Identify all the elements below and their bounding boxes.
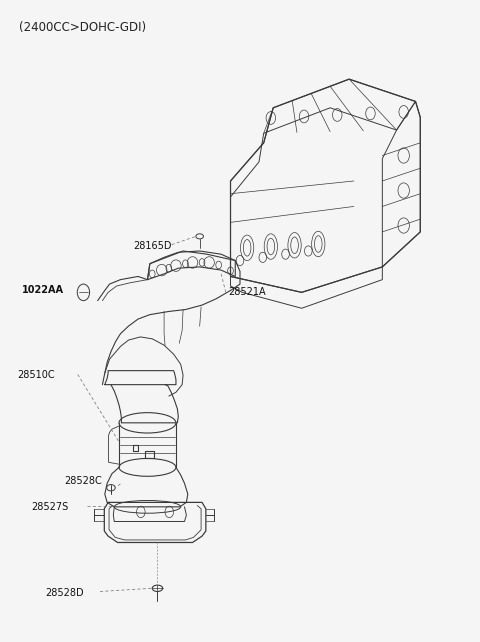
Text: 28510C: 28510C <box>17 370 55 380</box>
Text: 28521A: 28521A <box>228 288 266 297</box>
Text: 1022AA: 1022AA <box>22 286 64 295</box>
Text: 28527S: 28527S <box>31 502 69 512</box>
Text: 28165D: 28165D <box>133 241 172 251</box>
Text: 28528D: 28528D <box>46 589 84 598</box>
Text: (2400CC>DOHC-GDI): (2400CC>DOHC-GDI) <box>19 21 146 33</box>
Text: 28528C: 28528C <box>64 476 102 487</box>
